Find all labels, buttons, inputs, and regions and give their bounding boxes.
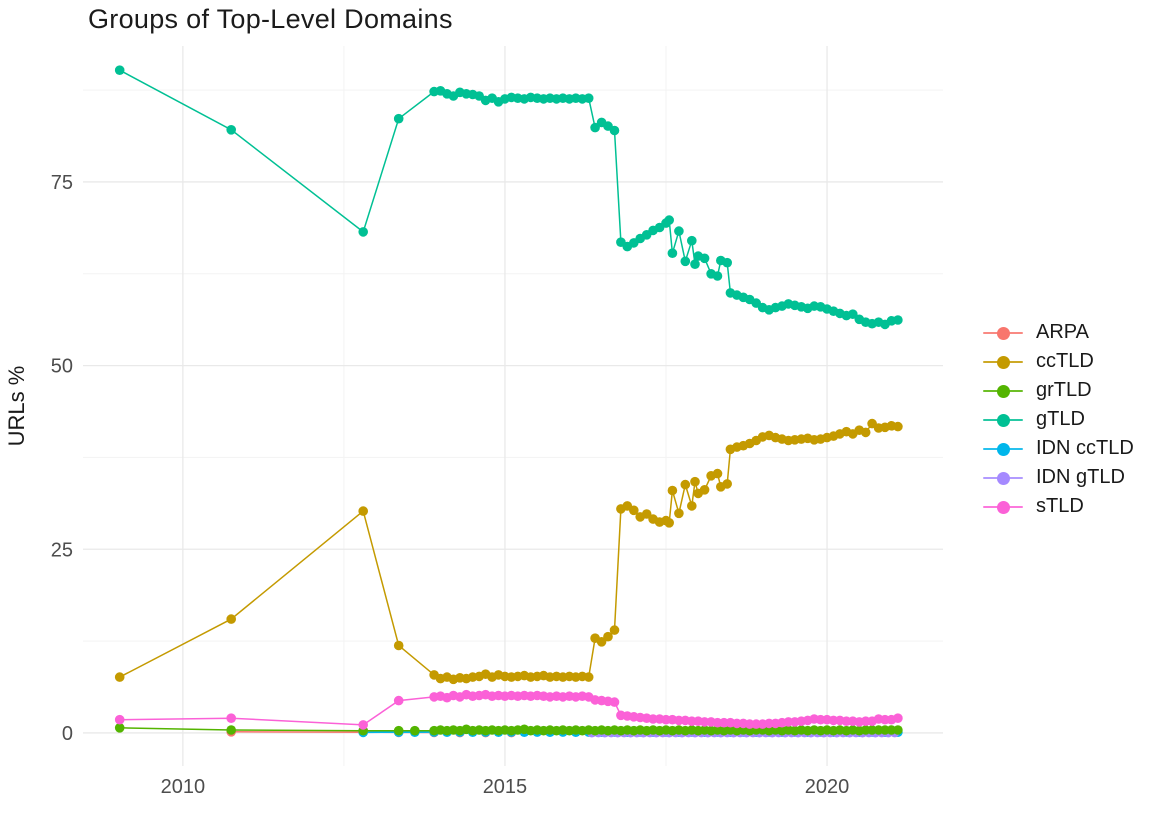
data-point: [848, 309, 858, 320]
data-point: [114, 723, 125, 733]
x-tick-label: 2020: [805, 776, 850, 798]
data-point: [687, 501, 697, 511]
y-tick-label: 75: [51, 172, 73, 194]
legend-dot: [997, 413, 1010, 427]
series-points-grTLD: [114, 723, 903, 736]
data-point: [860, 427, 871, 438]
data-point: [674, 226, 684, 236]
series-points-sTLD: [114, 689, 903, 730]
legend-item-sTLD: sTLD: [983, 492, 1134, 521]
data-point: [226, 713, 236, 723]
data-point: [114, 714, 125, 725]
legend-item-IDN-ccTLD: IDN ccTLD: [983, 434, 1134, 463]
data-point: [609, 697, 620, 707]
legend-dot: [997, 471, 1010, 485]
data-point: [226, 614, 236, 624]
data-point: [358, 227, 369, 237]
data-point: [393, 113, 404, 124]
data-point: [680, 479, 691, 490]
series-points-ccTLD: [114, 418, 903, 685]
legend: ARPA ccTLD grTLD gTLD IDN ccTLD IDN gTLD sTLD: [983, 318, 1134, 521]
series-line-gTLD: [119, 69, 898, 326]
x-tick-label: 2015: [483, 776, 528, 798]
data-point: [664, 215, 674, 225]
y-tick-label: 25: [51, 539, 73, 561]
data-point: [893, 315, 903, 325]
data-point: [609, 625, 620, 635]
x-tick-label: 2010: [161, 776, 206, 798]
data-point: [393, 695, 404, 706]
data-point: [358, 506, 369, 516]
data-point: [674, 508, 684, 519]
legend-key-icon: [983, 413, 1023, 427]
data-point: [712, 271, 723, 281]
series-points-gTLD: [114, 65, 903, 330]
legend-label: gTLD: [1036, 408, 1085, 430]
legend-dot: [997, 500, 1010, 514]
data-point: [393, 640, 404, 651]
legend-key-icon: [983, 442, 1023, 456]
legend-label: IDN gTLD: [1036, 466, 1125, 488]
data-point: [690, 259, 700, 270]
data-point: [893, 725, 903, 735]
data-point: [699, 253, 710, 264]
legend-label: IDN ccTLD: [1036, 437, 1134, 459]
data-point: [114, 672, 125, 682]
data-point: [680, 256, 691, 267]
data-point: [722, 257, 732, 268]
legend-key-icon: [983, 355, 1023, 369]
data-point: [664, 518, 674, 528]
legend-item-grTLD: grTLD: [983, 376, 1134, 405]
y-tick-label: 0: [62, 723, 73, 745]
legend-key-icon: [983, 471, 1023, 485]
legend-dot: [997, 355, 1010, 369]
data-point: [583, 672, 594, 682]
legend-label: ARPA: [1036, 321, 1089, 343]
data-point: [114, 65, 125, 75]
legend-item-ARPA: ARPA: [983, 318, 1134, 347]
legend-dot: [997, 442, 1010, 456]
data-point: [393, 725, 404, 736]
legend-dot: [997, 326, 1010, 340]
legend-label: grTLD: [1036, 379, 1092, 401]
data-point: [609, 125, 620, 136]
y-axis-title: URLs %: [4, 366, 29, 447]
legend-key-icon: [983, 500, 1023, 514]
legend-label: ccTLD: [1036, 350, 1094, 372]
data-point: [596, 637, 607, 647]
data-point: [893, 713, 903, 723]
data-point: [226, 725, 236, 735]
data-point: [722, 479, 732, 489]
data-point: [603, 631, 613, 642]
data-point: [667, 485, 678, 496]
legend-key-icon: [983, 384, 1023, 398]
data-point: [893, 421, 903, 432]
chart-title: Groups of Top-Level Domains: [88, 4, 453, 34]
legend-item-gTLD: gTLD: [983, 405, 1134, 434]
data-point: [629, 505, 639, 516]
data-point: [590, 122, 600, 133]
data-point: [641, 509, 652, 519]
data-point: [690, 476, 700, 487]
data-point: [226, 125, 236, 135]
data-point: [358, 720, 369, 730]
data-point: [699, 485, 710, 495]
legend-label: sTLD: [1036, 495, 1084, 517]
data-point: [410, 725, 420, 736]
data-point: [667, 248, 678, 258]
legend-item-IDN-gTLD: IDN gTLD: [983, 463, 1134, 492]
data-point: [583, 93, 594, 103]
y-tick-label: 50: [51, 356, 73, 378]
legend-key-icon: [983, 326, 1023, 340]
legend-item-ccTLD: ccTLD: [983, 347, 1134, 376]
legend-dot: [997, 384, 1010, 398]
data-point: [687, 235, 697, 246]
data-point: [712, 468, 723, 479]
